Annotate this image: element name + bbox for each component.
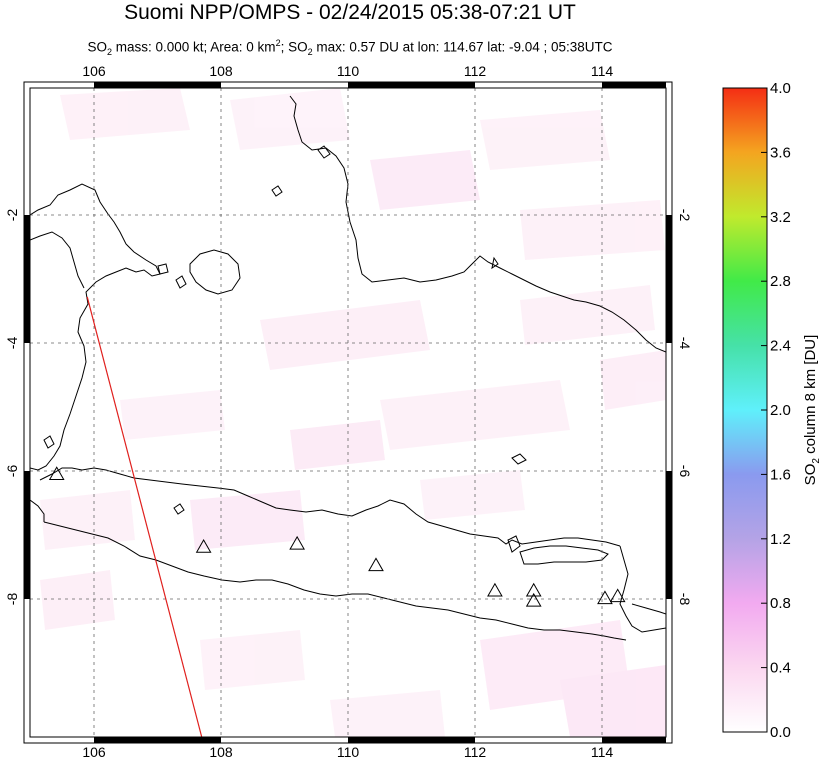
colorbar-tick-label: 0.4 xyxy=(770,660,791,677)
volcano-markers xyxy=(48,466,626,607)
volcano-marker-5 xyxy=(487,582,503,597)
colorbar-tick-label: 1.6 xyxy=(770,466,791,483)
volcano-marker-8 xyxy=(597,590,613,605)
map-subtitle: SO2 mass: 0.000 kt; Area: 0 km2; SO2 max… xyxy=(87,38,613,58)
lon-label-114-bottom: 114 xyxy=(591,744,614,759)
lon-label-110-bottom: 110 xyxy=(337,744,360,759)
map-title: Suomi NPP/OMPS - 02/24/2015 05:38-07:21 … xyxy=(124,1,576,24)
colorbar-tick-label: 3.6 xyxy=(770,144,791,161)
lon-label-108-top: 108 xyxy=(209,63,233,79)
volcano-marker-6 xyxy=(525,582,542,597)
colorbar-label: SO2 column 8 km [DU] xyxy=(802,335,822,486)
colorbar-tick-label: 2.8 xyxy=(770,273,791,290)
lon-label-108-bottom: 108 xyxy=(209,744,233,759)
lon-label-106-top: 106 xyxy=(82,63,106,79)
volcano-marker-2 xyxy=(195,539,212,553)
volcano-marker-1 xyxy=(48,466,65,480)
lon-label-114-top: 114 xyxy=(591,63,614,79)
colorbar-tick-label: 1.2 xyxy=(770,531,791,548)
lat-label-m2-left: -2 xyxy=(4,209,20,222)
colorbar xyxy=(722,87,768,733)
so2-pixels xyxy=(40,88,666,737)
volcano-marker-7 xyxy=(525,592,542,607)
lon-label-112-bottom: 112 xyxy=(464,744,487,759)
lon-label-110-top: 110 xyxy=(337,63,360,79)
colorbar-tick-label: 4.0 xyxy=(770,80,791,97)
colorbar-tick-label: 0.8 xyxy=(770,595,791,612)
colorbar-tick-label: 0.0 xyxy=(770,724,791,741)
lon-labels-bottom: 106 108 110 112 114 xyxy=(82,744,613,759)
colorbar-tick-label: 2.0 xyxy=(770,402,791,419)
volcano-marker-9 xyxy=(609,588,626,603)
lat-label-m8-left: -8 xyxy=(4,593,20,606)
lat-label-m4-left: -4 xyxy=(4,337,20,350)
colorbar-ticks: 4.0 3.6 3.2 2.8 2.4 2.0 1.6 1.2 0.8 0.4 0.0 xyxy=(761,80,791,741)
lat-label-m4-right: -4 xyxy=(677,337,693,350)
colorbar-tick-label: 2.4 xyxy=(770,338,791,355)
volcano-marker-4 xyxy=(368,557,384,572)
lon-label-106-bottom: 106 xyxy=(82,744,106,759)
lat-label-m6-left: -6 xyxy=(4,465,20,478)
lat-label-m6-right: -6 xyxy=(677,465,693,478)
lat-label-m8-right: -8 xyxy=(677,593,693,606)
orbit-track-line xyxy=(86,296,203,738)
lat-labels-left: -2 -4 -6 -8 xyxy=(4,209,20,606)
lon-labels-top: 106 108 110 112 114 xyxy=(82,63,613,79)
lat-label-m2-right: -2 xyxy=(677,209,693,222)
lat-labels-right: -2 -4 -6 -8 xyxy=(677,209,693,606)
lon-label-112-top: 112 xyxy=(464,63,487,79)
volcano-marker-3 xyxy=(289,535,305,550)
colorbar-tick-label: 3.2 xyxy=(770,209,791,226)
map-border-bars xyxy=(24,82,672,743)
map-gridlines xyxy=(30,88,666,737)
coastlines xyxy=(30,95,666,641)
